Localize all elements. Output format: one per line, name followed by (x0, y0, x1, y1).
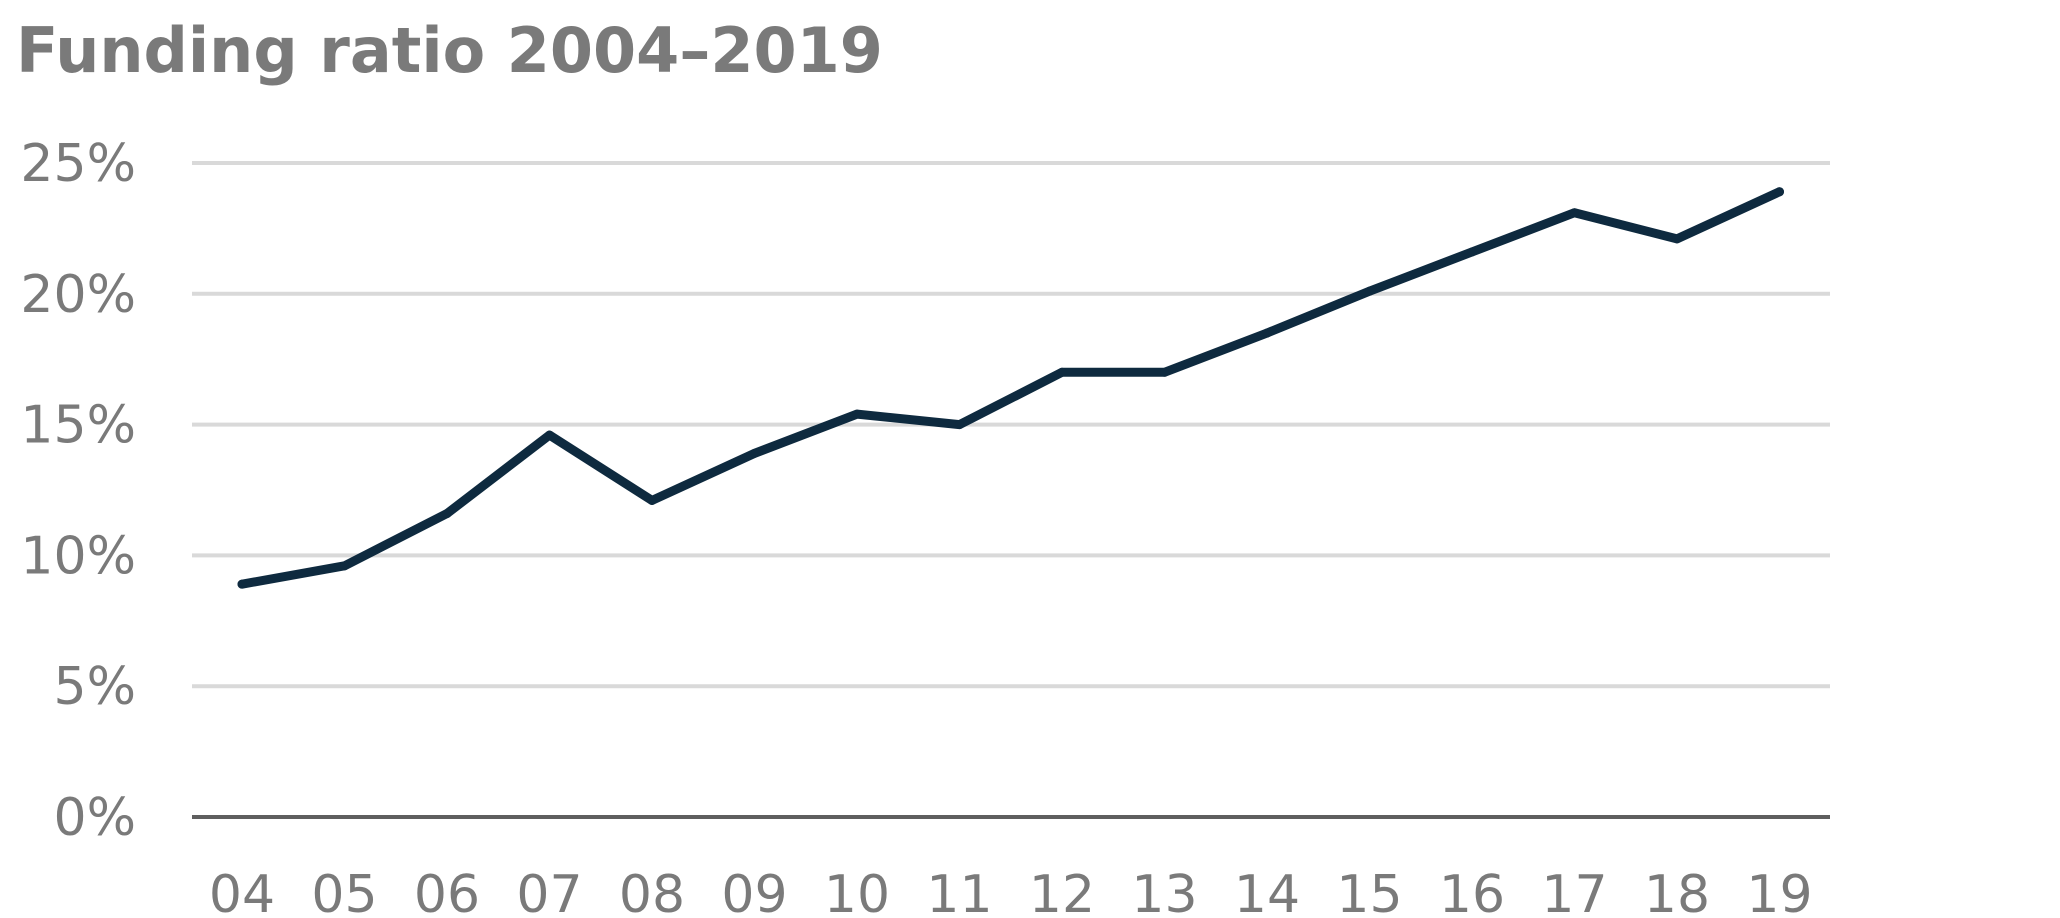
chart-title: Funding ratio 2004–2019 (16, 14, 883, 87)
x-tick-label: 05 (311, 865, 377, 918)
x-tick-label: 08 (619, 865, 685, 918)
x-tick-label: 18 (1644, 865, 1710, 918)
data-point (442, 509, 452, 519)
x-tick-label: 12 (1029, 865, 1095, 918)
x-tick-label: 07 (516, 865, 582, 918)
x-tick-label: 19 (1746, 865, 1812, 918)
x-tick-label: 10 (824, 865, 890, 918)
data-point (1467, 247, 1477, 257)
series-line (237, 187, 1784, 589)
x-tick-label: 17 (1541, 865, 1607, 918)
y-tick-label: 25% (20, 134, 136, 194)
series (237, 187, 1784, 589)
y-tick-label: 15% (20, 396, 136, 456)
data-point (237, 579, 247, 589)
y-tick-label: 20% (20, 265, 136, 325)
data-point (340, 561, 349, 571)
gridlines (192, 161, 1830, 819)
data-point (1262, 328, 1272, 338)
data-point (1672, 234, 1682, 244)
data-point (955, 420, 964, 430)
x-tick-label: 15 (1336, 865, 1402, 918)
y-tick-label: 5% (54, 657, 137, 717)
data-point (1057, 367, 1067, 377)
x-tick-label: 06 (414, 865, 480, 918)
y-tick-label: 0% (54, 788, 137, 848)
y-axis-tick-labels: 0% 5% 10% 15% 20% 25% (20, 134, 136, 848)
data-point (1570, 208, 1579, 218)
data-point (852, 409, 862, 419)
data-point (750, 448, 759, 458)
data-point (647, 495, 657, 505)
data-point (545, 430, 554, 440)
y-tick-label: 10% (20, 526, 136, 586)
x-tick-label: 13 (1131, 865, 1197, 918)
x-tick-label: 16 (1439, 865, 1505, 918)
data-point (1365, 286, 1374, 296)
data-point (1775, 187, 1784, 197)
x-tick-label: 09 (721, 865, 787, 918)
x-tick-label: 11 (926, 865, 992, 918)
data-point (1160, 367, 1169, 377)
x-tick-label: 14 (1234, 865, 1300, 918)
x-tick-label: 04 (209, 865, 275, 918)
x-axis-tick-labels: 04 05 06 07 08 09 10 11 12 13 14 15 16 17 18 19 (209, 865, 1813, 918)
